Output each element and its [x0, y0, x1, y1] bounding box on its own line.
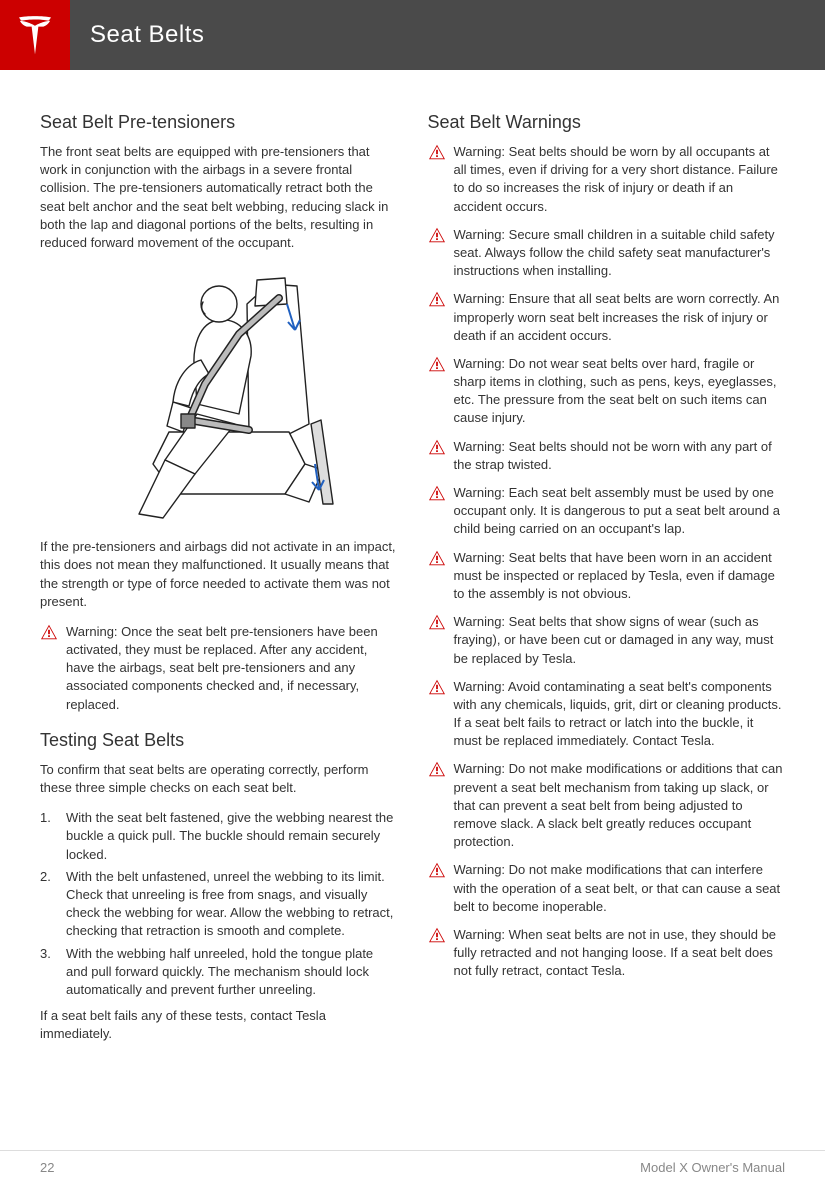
warning-icon [428, 679, 446, 695]
content-area: Seat Belt Pre-tensioners The front seat … [0, 70, 825, 1055]
list-item: With the belt unfastened, unreel the web… [40, 868, 398, 941]
body-paragraph: To confirm that seat belts are operating… [40, 761, 398, 797]
section-heading-pretensioners: Seat Belt Pre-tensioners [40, 112, 398, 133]
warning-item: Warning: Seat belts that show signs of w… [428, 613, 786, 668]
warning-icon [428, 356, 446, 372]
warning-icon [428, 614, 446, 630]
warning-text: Warning: Ensure that all seat belts are … [454, 290, 786, 345]
warning-icon [428, 862, 446, 878]
warning-text: Warning: Avoid contaminating a seat belt… [454, 678, 786, 751]
body-paragraph: If a seat belt fails any of these tests,… [40, 1007, 398, 1043]
warning-item: Warning: Do not make modifications that … [428, 861, 786, 916]
warning-item: Warning: Seat belts should not be worn w… [428, 438, 786, 474]
warning-icon [428, 439, 446, 455]
warning-text: Warning: Do not make modifications or ad… [454, 760, 786, 851]
left-column: Seat Belt Pre-tensioners The front seat … [40, 108, 398, 1055]
warning-item: Warning: Each seat belt assembly must be… [428, 484, 786, 539]
body-paragraph: The front seat belts are equipped with p… [40, 143, 398, 252]
warning-item: Warning: Ensure that all seat belts are … [428, 290, 786, 345]
seat-belt-illustration [79, 264, 359, 524]
warning-icon [428, 927, 446, 943]
warning-icon [40, 624, 58, 640]
warning-text: Warning: Seat belts should be worn by al… [454, 143, 786, 216]
page-title: Seat Belts [90, 21, 204, 49]
warning-text: Warning: Do not make modifications that … [454, 861, 786, 916]
warning-item: Warning: Secure small children in a suit… [428, 226, 786, 281]
warning-item: Warning: Do not wear seat belts over har… [428, 355, 786, 428]
page-number: 22 [40, 1160, 54, 1175]
warning-text: Warning: Seat belts that have been worn … [454, 549, 786, 604]
warning-icon [428, 144, 446, 160]
warning-text: Warning: Do not wear seat belts over har… [454, 355, 786, 428]
tesla-logo-icon [14, 14, 56, 56]
warnings-list: Warning: Seat belts should be worn by al… [428, 143, 786, 981]
warning-icon [428, 485, 446, 501]
body-paragraph: If the pre-tensioners and airbags did no… [40, 538, 398, 611]
warning-text: Warning: When seat belts are not in use,… [454, 926, 786, 981]
warning-icon [428, 550, 446, 566]
warning-text: Warning: Secure small children in a suit… [454, 226, 786, 281]
warning-icon [428, 761, 446, 777]
list-item: With the seat belt fastened, give the we… [40, 809, 398, 864]
page-footer: 22 Model X Owner's Manual [0, 1150, 825, 1184]
page-header: Seat Belts [0, 0, 825, 70]
warning-text: Warning: Each seat belt assembly must be… [454, 484, 786, 539]
warning-item: Warning: Seat belts that have been worn … [428, 549, 786, 604]
warning-item: Warning: Once the seat belt pre-tensione… [40, 623, 398, 714]
warning-item: Warning: Avoid contaminating a seat belt… [428, 678, 786, 751]
section-heading-warnings: Seat Belt Warnings [428, 112, 786, 133]
brand-logo [0, 0, 70, 70]
warning-icon [428, 227, 446, 243]
test-steps-list: With the seat belt fastened, give the we… [40, 809, 398, 999]
warning-text: Warning: Seat belts should not be worn w… [454, 438, 786, 474]
warning-item: Warning: When seat belts are not in use,… [428, 926, 786, 981]
warning-text: Warning: Once the seat belt pre-tensione… [66, 623, 398, 714]
list-item: With the webbing half unreeled, hold the… [40, 945, 398, 1000]
document-title: Model X Owner's Manual [640, 1160, 785, 1175]
warning-item: Warning: Seat belts should be worn by al… [428, 143, 786, 216]
warning-icon [428, 291, 446, 307]
right-column: Seat Belt Warnings Warning: Seat belts s… [428, 108, 786, 1055]
warning-item: Warning: Do not make modifications or ad… [428, 760, 786, 851]
warning-text: Warning: Seat belts that show signs of w… [454, 613, 786, 668]
section-heading-testing: Testing Seat Belts [40, 730, 398, 751]
